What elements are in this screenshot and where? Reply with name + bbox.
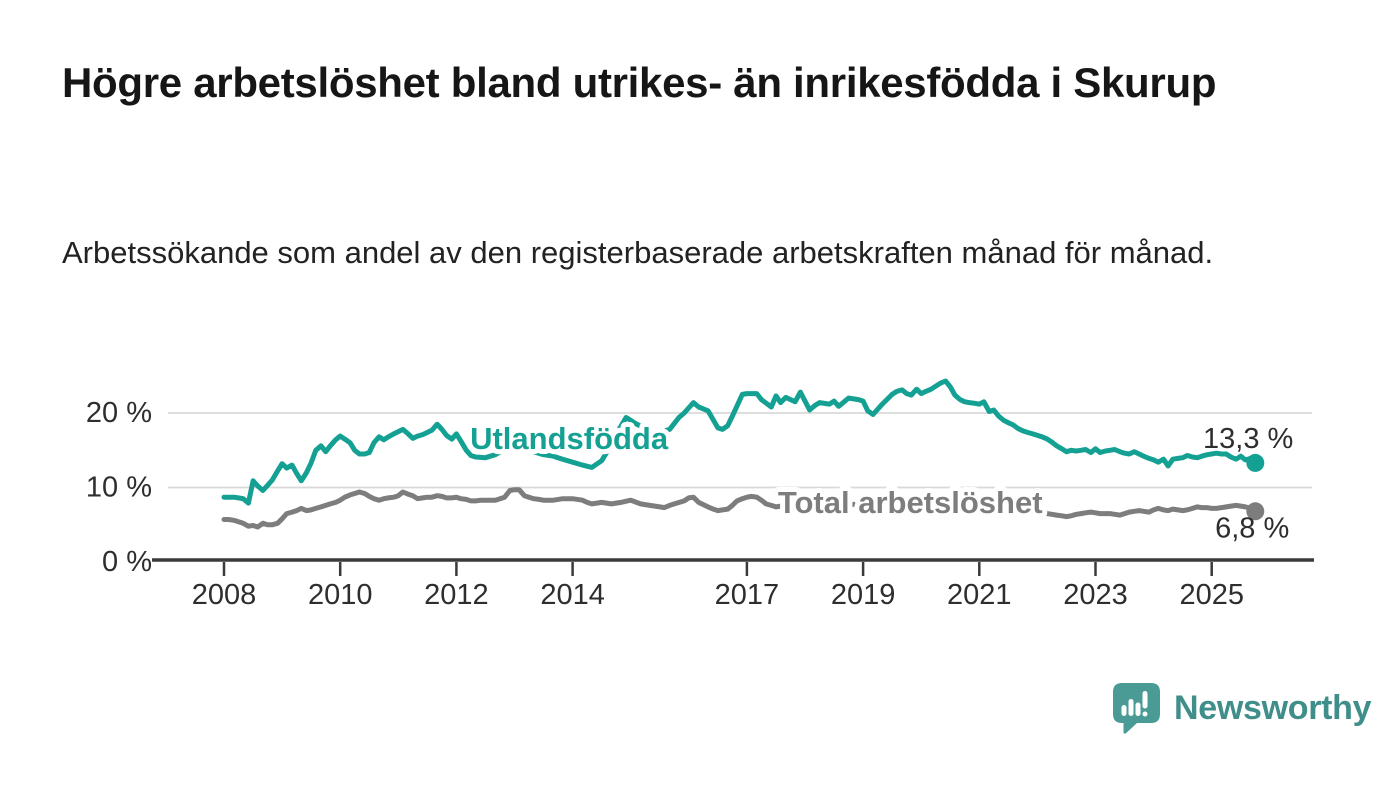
x-tick-label: 2012 (424, 579, 489, 611)
x-tick-label: 2023 (1063, 579, 1128, 611)
series-line-total (221, 487, 1258, 530)
series-label-total: Total arbetslöshet (778, 485, 1043, 520)
x-tick-label: 2025 (1179, 579, 1244, 611)
y-tick-label: 10 % (86, 472, 152, 504)
x-tick-label: 2017 (715, 579, 780, 611)
series-end-dot-total (1246, 502, 1265, 521)
newsworthy-logo: Newsworthy (1112, 682, 1372, 735)
y-tick-label: 0 % (102, 546, 152, 578)
x-tick-label: 2010 (308, 579, 373, 611)
series-line-utlandsfodda (221, 378, 1258, 506)
newsworthy-speech-bubble-bars-icon (1113, 683, 1160, 734)
y-tick-label: 20 % (86, 397, 152, 429)
x-tick-label: 2019 (831, 579, 896, 611)
page-title: Högre arbetslöshet bland utrikes- än inr… (62, 59, 1217, 106)
x-tick-label: 2014 (540, 579, 605, 611)
end-value-label-utlandsfodda: 13,3 % (1203, 423, 1293, 455)
series-end-dot-utlandsfodda (1246, 453, 1265, 472)
chart-subtitle: Arbetssökande som andel av den registerb… (62, 235, 1214, 270)
x-tick-label: 2021 (947, 579, 1012, 611)
brand-name: Newsworthy (1174, 689, 1372, 727)
series-label-utlandsfodda: Utlandsfödda (470, 421, 669, 456)
end-value-label-total: 6,8 % (1215, 512, 1289, 544)
x-tick-label: 2008 (192, 579, 257, 611)
